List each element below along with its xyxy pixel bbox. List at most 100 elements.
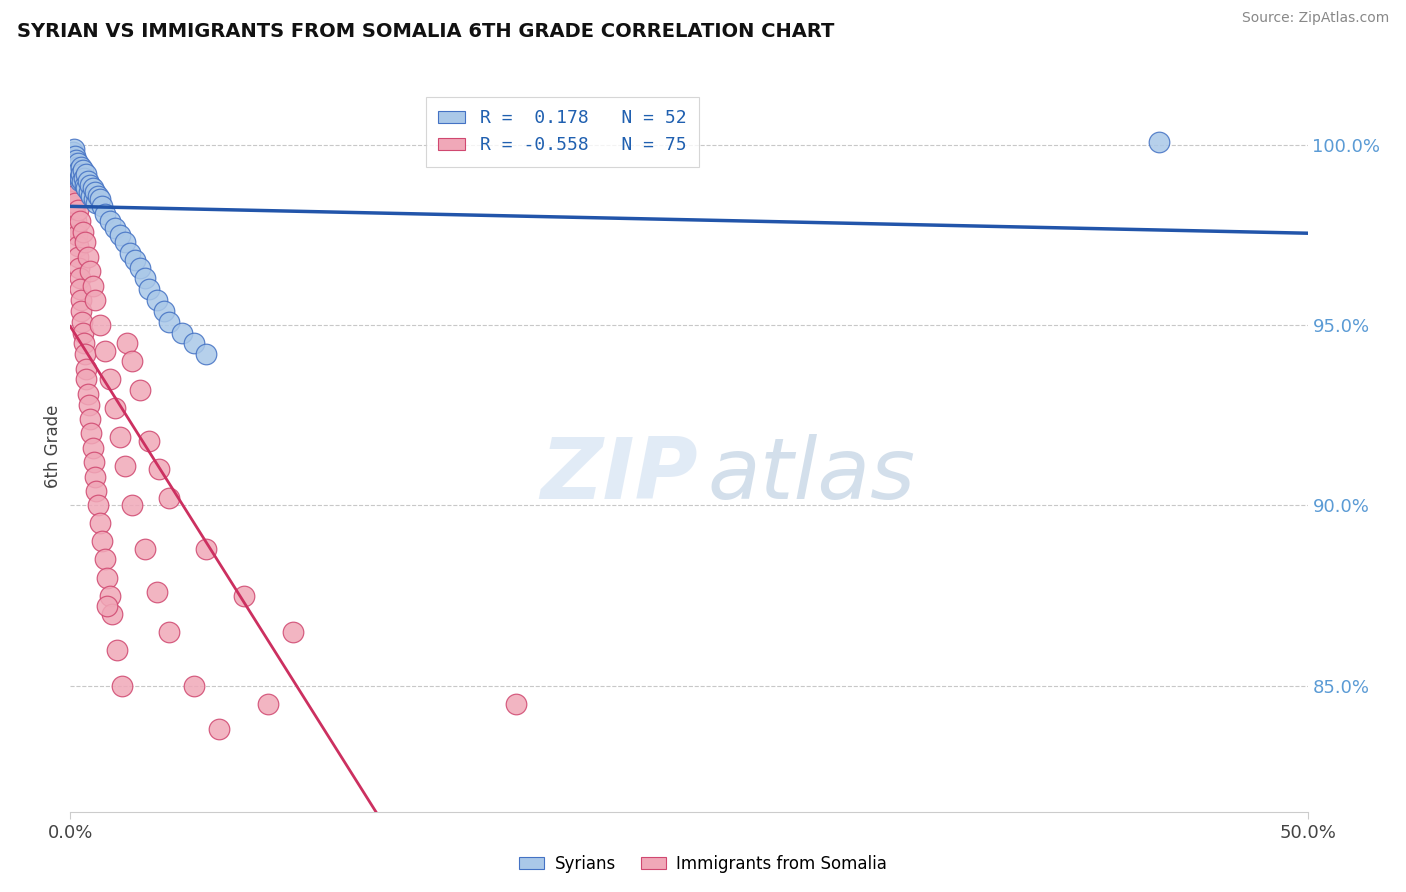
Point [70,174,93,188]
Legend: R =  0.178   N = 52, R = -0.558   N = 75: R = 0.178 N = 52, R = -0.558 N = 75 [426,96,699,167]
Point [76,386,98,401]
Point [70,167,93,181]
Point [101,607,124,621]
Point [63,142,86,156]
Point [89,516,111,531]
Point [79,178,101,192]
Point [281,624,304,639]
Point [80,426,103,441]
Point [104,221,127,235]
Point [65,195,87,210]
Point [170,326,193,340]
Point [195,347,218,361]
Point [108,228,131,243]
Point [82,441,104,455]
Point [73,170,96,185]
Point [77,185,100,199]
Point [83,192,105,206]
Point [69,174,91,188]
Point [505,697,527,711]
Point [62,185,84,199]
Y-axis label: 6th Grade: 6th Grade [44,404,62,488]
Point [157,491,180,506]
Point [67,163,90,178]
Point [134,541,156,556]
Point [138,434,160,448]
Point [66,239,89,253]
Point [65,153,87,167]
Point [94,552,117,566]
Point [257,697,280,711]
Point [108,430,131,444]
Point [82,278,104,293]
Point [75,347,97,361]
Point [183,336,205,351]
Point [91,199,114,213]
Point [67,260,90,275]
Point [63,199,86,213]
Point [63,192,86,206]
Point [62,145,84,160]
Point [121,499,143,513]
Point [84,293,107,307]
Point [84,185,107,199]
Point [66,160,89,174]
Point [89,318,111,333]
Point [72,163,94,178]
Point [114,235,136,250]
Point [183,679,205,693]
Point [96,570,118,584]
Point [98,214,121,228]
Point [118,246,141,260]
Point [69,160,91,174]
Text: ZIP: ZIP [540,434,699,516]
Point [75,181,97,195]
Point [67,156,90,170]
Point [91,534,114,549]
Point [153,304,176,318]
Point [69,170,91,185]
Point [70,304,93,318]
Point [80,188,103,202]
Point [232,589,254,603]
Point [60,174,83,188]
Point [65,163,87,178]
Point [128,260,150,275]
Point [60,156,83,170]
Point [208,722,231,736]
Point [134,271,156,285]
Point [94,206,117,220]
Point [67,250,90,264]
Point [86,499,108,513]
Point [69,271,91,285]
Point [63,174,86,188]
Text: SYRIAN VS IMMIGRANTS FROM SOMALIA 6TH GRADE CORRELATION CHART: SYRIAN VS IMMIGRANTS FROM SOMALIA 6TH GR… [17,22,834,41]
Point [96,599,118,614]
Point [75,167,97,181]
Point [69,282,91,296]
Point [72,326,94,340]
Point [98,589,121,603]
Point [73,336,96,351]
Point [79,264,101,278]
Point [62,181,84,195]
Point [82,181,104,195]
Point [94,343,117,358]
Point [105,642,128,657]
Point [60,167,83,181]
Point [115,336,138,351]
Point [124,253,146,268]
Point [63,149,86,163]
Point [79,412,101,426]
Point [121,354,143,368]
Text: atlas: atlas [707,434,915,516]
Point [75,178,97,192]
Point [66,167,89,181]
Point [69,214,91,228]
Point [75,372,97,386]
Point [63,160,86,174]
Point [62,153,84,167]
Point [65,214,87,228]
Point [114,458,136,473]
Point [65,156,87,170]
